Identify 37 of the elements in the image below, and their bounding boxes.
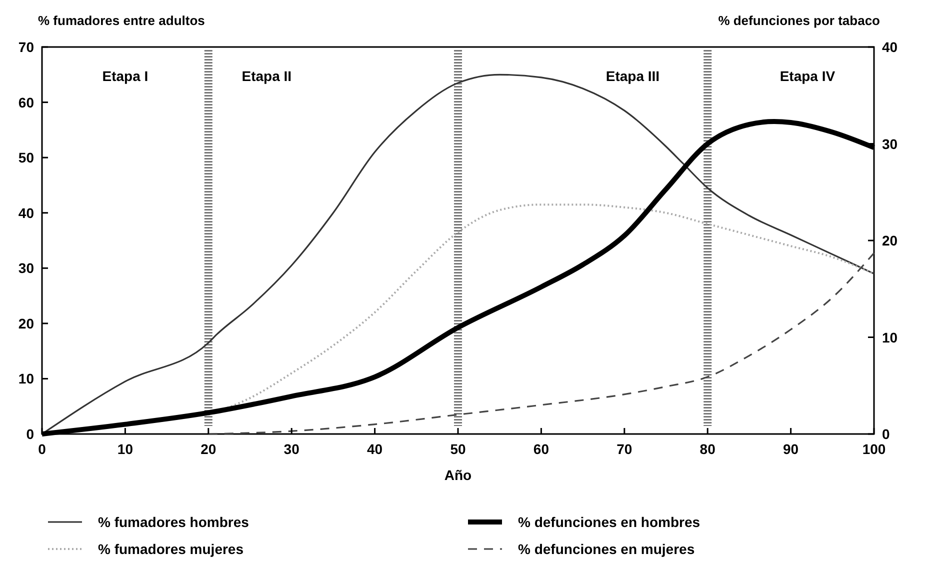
y-tick-label: 50 [18, 150, 34, 166]
y2-tick-label: 40 [882, 39, 898, 55]
x-tick-label: 0 [38, 441, 46, 457]
x-tick-label: 20 [200, 441, 216, 457]
y2-tick-label: 10 [882, 329, 898, 346]
x-tick-label: 60 [533, 441, 550, 457]
legend-label: % fumadores hombres [98, 514, 250, 530]
annotation: Etapa III [606, 68, 660, 84]
x-tick-label: 10 [117, 441, 134, 457]
x-tick-label: 70 [616, 441, 632, 457]
line-series [208, 252, 875, 435]
x-tick-label: 100 [862, 441, 886, 457]
x-tick-label: 80 [700, 441, 716, 457]
y-tick-label: 10 [18, 370, 34, 387]
y-tick-label: 20 [18, 315, 34, 332]
legend-label: % defunciones en hombres [518, 514, 700, 530]
y2-tick-label: 0 [882, 426, 890, 442]
line-series [207, 204, 875, 416]
x-tick-label: 30 [284, 441, 300, 457]
y2-axis-title: % defunciones por tabaco [718, 13, 880, 28]
legend-label: % fumadores mujeres [98, 541, 244, 557]
x-tick-label: 50 [450, 441, 466, 457]
y-tick-label: 60 [18, 94, 34, 110]
x-tick-label: 90 [783, 441, 799, 457]
x-axis-title: Año [444, 467, 472, 483]
y-tick-label: 70 [18, 39, 34, 55]
x-tick-label: 40 [367, 441, 383, 457]
y2-tick-label: 20 [882, 232, 898, 248]
y-tick-label: 40 [18, 204, 34, 221]
annotation: Etapa IV [780, 68, 836, 84]
legend-label: % defunciones en mujeres [518, 541, 695, 557]
annotation: Etapa I [102, 68, 148, 84]
y-axis-title: % fumadores entre adultos [38, 13, 205, 28]
y-tick-label: 0 [26, 426, 34, 442]
y2-tick-label: 30 [882, 136, 898, 152]
annotation: Etapa II [242, 68, 292, 84]
y-tick-label: 30 [18, 260, 34, 276]
